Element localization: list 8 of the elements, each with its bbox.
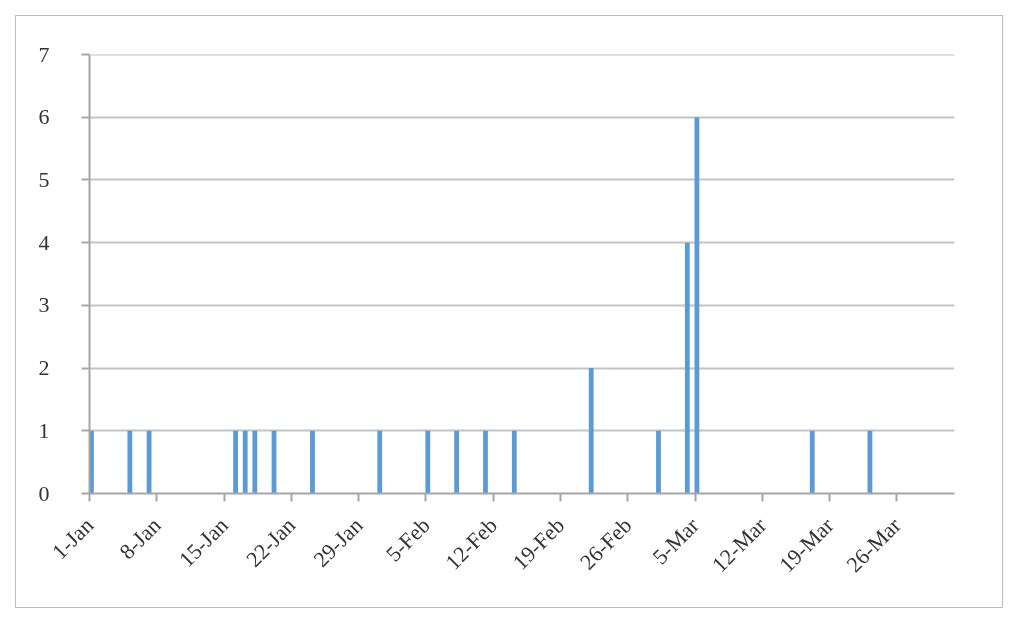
y-tick-label: 0	[38, 480, 50, 506]
y-tick-label: 6	[38, 104, 50, 130]
y-tick-label: 2	[38, 355, 50, 381]
y-tick-label: 4	[38, 229, 50, 255]
y-tick-label: 5	[38, 166, 50, 192]
y-tick-label: 1	[38, 417, 50, 443]
y-tick-label: 7	[38, 41, 50, 67]
y-tick-label: 3	[38, 292, 50, 318]
